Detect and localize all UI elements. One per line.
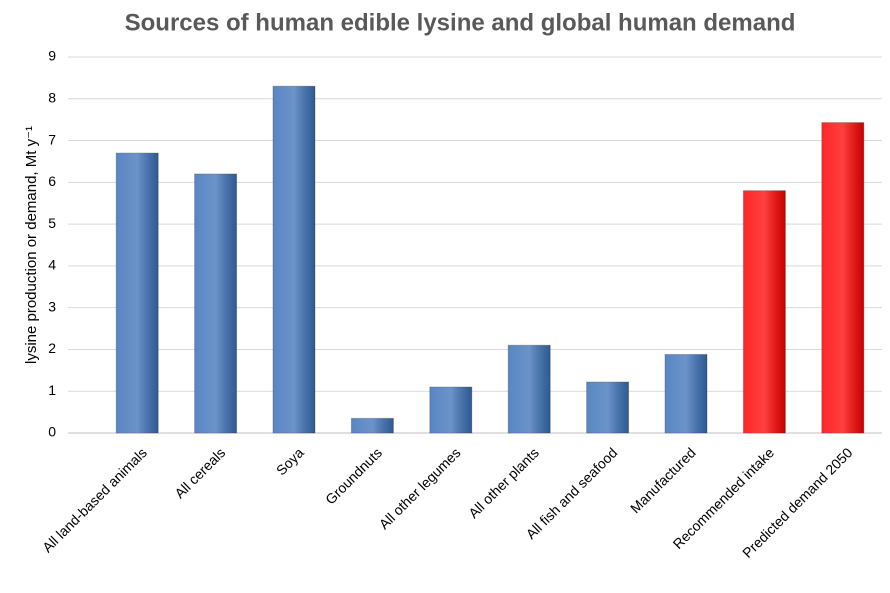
y-tick-label: 7: [48, 131, 56, 147]
bar: [742, 190, 786, 434]
x-tick-label: All land-based animals: [39, 444, 150, 555]
x-tick-label: Groundnuts: [322, 444, 385, 507]
bar: [507, 344, 551, 434]
x-tick-label: All other plants: [465, 444, 542, 521]
y-tick-label: 0: [48, 424, 56, 440]
bar: [821, 122, 865, 434]
y-tick-label: 1: [48, 382, 56, 398]
chart-title: Sources of human edible lysine and globa…: [125, 9, 796, 36]
y-tick-label: 4: [48, 257, 56, 273]
y-tick-label: 6: [48, 173, 56, 189]
y-tick-label: 3: [48, 298, 56, 314]
bar: [115, 152, 159, 434]
y-tick-label: 8: [48, 89, 56, 105]
x-tick-label: Manufactured: [627, 444, 699, 516]
bar: [350, 417, 394, 434]
bar: [586, 381, 630, 434]
bar: [664, 353, 708, 434]
bar: [194, 173, 238, 434]
y-tick-label: 2: [48, 340, 56, 356]
bar: [272, 85, 316, 434]
y-tick-label: 9: [48, 48, 56, 64]
bar: [429, 386, 473, 434]
y-axis-title: lysine production or demand, Mt y⁻¹: [23, 126, 40, 364]
y-tick-label: 5: [48, 215, 56, 231]
x-tick-label: All cereals: [171, 444, 228, 501]
x-tick-label: All other legumes: [376, 444, 464, 532]
x-tick-label: Soya: [273, 444, 307, 478]
